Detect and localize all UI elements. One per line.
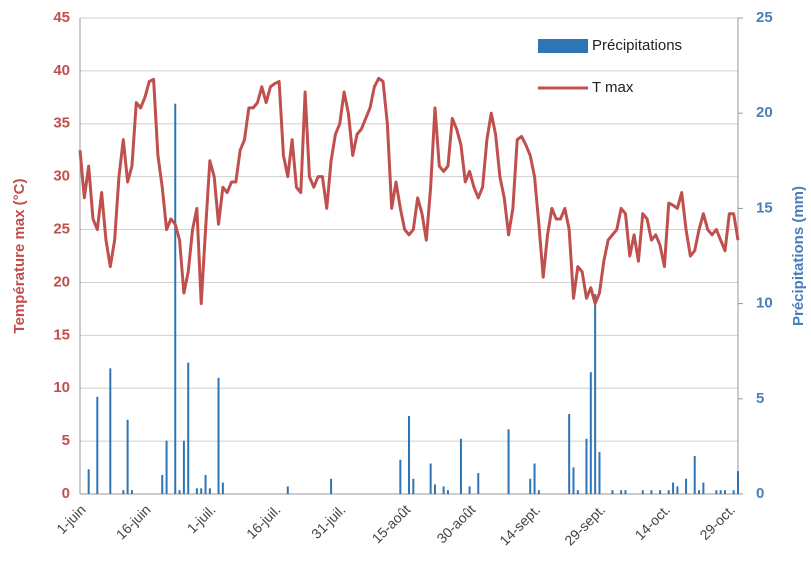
bar bbox=[412, 478, 415, 494]
x-tick-label: 29-sept. bbox=[561, 501, 608, 548]
bar bbox=[568, 414, 571, 494]
bar bbox=[672, 482, 675, 494]
y2-tick-label: 10 bbox=[756, 295, 773, 312]
x-tick-label: 16-juin bbox=[113, 501, 154, 542]
y-tick-label: 35 bbox=[53, 115, 70, 132]
bar bbox=[737, 471, 739, 494]
x-tick-label: 16-juil. bbox=[243, 501, 283, 541]
bar bbox=[659, 490, 662, 494]
bar bbox=[585, 438, 588, 494]
bar bbox=[715, 490, 718, 494]
legend-label: Précipitations bbox=[592, 37, 682, 54]
x-tick-label: 15-août bbox=[369, 501, 414, 546]
bar bbox=[330, 478, 333, 494]
y-tick-label: 30 bbox=[53, 168, 70, 185]
bar bbox=[537, 490, 540, 494]
y-tick-label: 25 bbox=[53, 221, 70, 238]
y2-tick-label: 5 bbox=[756, 390, 764, 407]
bar bbox=[122, 490, 125, 494]
bar bbox=[594, 294, 597, 494]
bar bbox=[507, 429, 510, 494]
bar bbox=[698, 490, 701, 494]
bar bbox=[286, 486, 289, 494]
bar bbox=[174, 103, 177, 495]
x-tick-label: 30-août bbox=[433, 501, 478, 546]
bar bbox=[576, 490, 579, 494]
bar bbox=[200, 488, 203, 494]
bar bbox=[468, 486, 471, 494]
bar bbox=[724, 490, 727, 494]
bar bbox=[667, 490, 670, 494]
bar bbox=[126, 419, 129, 494]
y-tick-label: 0 bbox=[62, 485, 70, 502]
bar bbox=[693, 455, 696, 494]
bar bbox=[702, 482, 705, 494]
bar bbox=[442, 486, 445, 494]
bar bbox=[399, 459, 402, 494]
bar bbox=[529, 478, 532, 494]
y-tick-label: 40 bbox=[53, 62, 70, 79]
y2-axis-label: Précipitations (mm) bbox=[790, 186, 807, 326]
bar bbox=[477, 473, 480, 494]
bar bbox=[178, 490, 181, 494]
y2-tick-label: 20 bbox=[756, 104, 773, 121]
x-tick-label: 1-juil. bbox=[184, 501, 219, 536]
bar bbox=[572, 467, 575, 494]
bar bbox=[165, 440, 168, 494]
y-tick-label: 15 bbox=[53, 326, 70, 343]
x-tick-label: 31-juil. bbox=[308, 501, 348, 541]
bar bbox=[598, 452, 601, 494]
bar bbox=[195, 488, 198, 494]
y2-tick-label: 0 bbox=[756, 485, 764, 502]
line bbox=[78, 76, 740, 306]
bar bbox=[109, 368, 112, 494]
bar bbox=[650, 490, 653, 494]
bar bbox=[676, 486, 679, 494]
x-tick-label: 14-oct. bbox=[632, 501, 674, 543]
y-axis-label: Température max (°C) bbox=[11, 179, 28, 334]
bar bbox=[221, 482, 224, 494]
bar bbox=[446, 490, 449, 494]
legend-swatch bbox=[538, 39, 588, 53]
x-tick-label: 14-sept. bbox=[496, 501, 543, 548]
bar bbox=[533, 463, 536, 494]
bar bbox=[624, 490, 627, 494]
bar bbox=[719, 490, 722, 494]
bar bbox=[459, 438, 462, 494]
y-tick-label: 45 bbox=[53, 9, 70, 26]
bar bbox=[217, 377, 220, 494]
bar bbox=[620, 490, 623, 494]
bar bbox=[208, 488, 211, 494]
legend-label: T max bbox=[592, 79, 634, 96]
bar bbox=[641, 490, 644, 494]
y-tick-label: 10 bbox=[53, 379, 70, 396]
bar bbox=[182, 440, 185, 494]
bar bbox=[87, 469, 90, 494]
bar bbox=[732, 490, 735, 494]
y2-tick-label: 25 bbox=[756, 9, 773, 26]
bar bbox=[161, 474, 164, 494]
bar bbox=[589, 372, 592, 494]
bar bbox=[204, 474, 207, 494]
y-tick-label: 20 bbox=[53, 273, 70, 290]
x-tick-label: 29-oct. bbox=[696, 501, 738, 543]
bar bbox=[685, 478, 688, 494]
bar bbox=[429, 463, 432, 494]
bar bbox=[130, 490, 133, 494]
x-tick-label: 1-juin bbox=[53, 501, 89, 537]
y2-tick-label: 15 bbox=[756, 199, 773, 216]
bar bbox=[433, 484, 436, 494]
bar bbox=[611, 490, 614, 494]
y-tick-label: 5 bbox=[62, 432, 70, 449]
bar bbox=[408, 415, 410, 494]
bar bbox=[187, 362, 190, 494]
bar bbox=[96, 396, 99, 494]
